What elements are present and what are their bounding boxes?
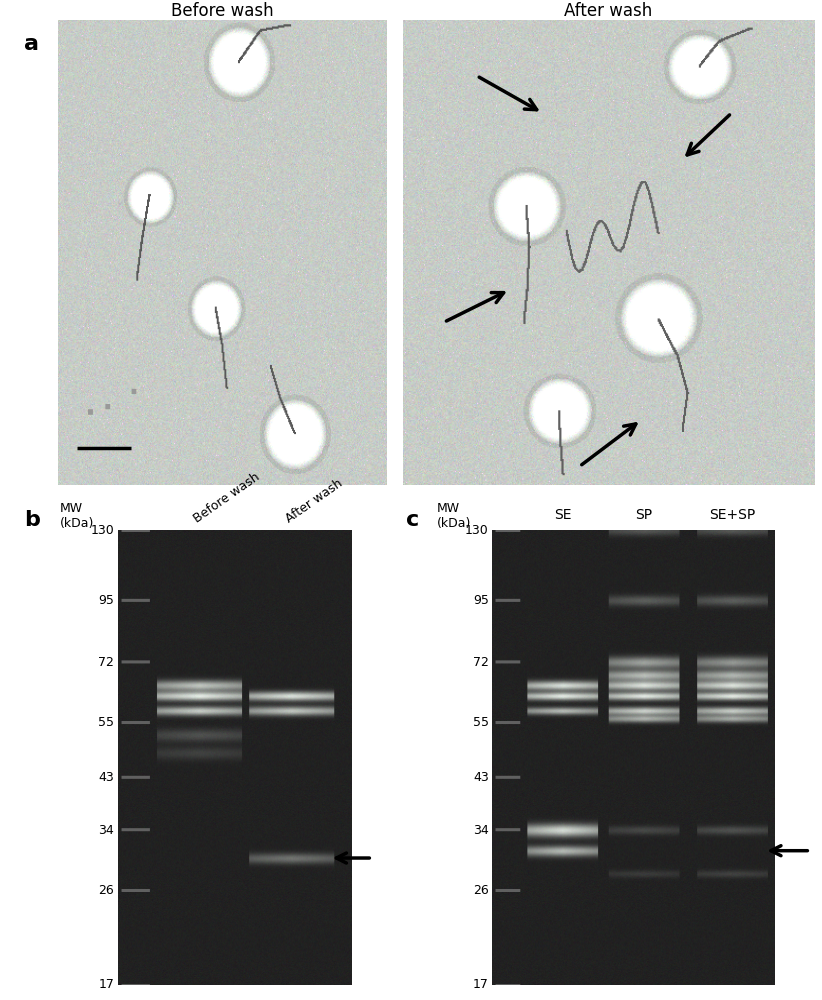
- Text: a: a: [24, 34, 39, 54]
- Title: Before wash: Before wash: [171, 2, 273, 20]
- Text: 72: 72: [99, 656, 114, 669]
- Text: 17: 17: [99, 978, 114, 991]
- Text: c: c: [406, 510, 419, 530]
- Text: 43: 43: [99, 771, 114, 784]
- Text: b: b: [24, 510, 39, 530]
- Text: 95: 95: [473, 594, 488, 607]
- Text: 26: 26: [99, 884, 114, 897]
- Text: 34: 34: [473, 824, 488, 837]
- Title: After wash: After wash: [564, 2, 653, 20]
- Text: SP: SP: [635, 508, 653, 522]
- Text: SE+SP: SE+SP: [709, 508, 755, 522]
- Text: 34: 34: [99, 824, 114, 837]
- Text: 55: 55: [98, 716, 114, 729]
- Text: 95: 95: [99, 594, 114, 607]
- Text: 17: 17: [473, 978, 488, 991]
- Text: SE: SE: [554, 508, 571, 522]
- Text: 43: 43: [473, 771, 488, 784]
- Text: After wash: After wash: [284, 477, 345, 525]
- Text: MW
(kDa): MW (kDa): [60, 502, 94, 530]
- Text: 26: 26: [473, 884, 488, 897]
- Text: MW
(kDa): MW (kDa): [437, 502, 472, 530]
- Text: 55: 55: [473, 716, 488, 729]
- Text: 72: 72: [473, 656, 488, 669]
- Text: 130: 130: [465, 524, 488, 537]
- Text: 130: 130: [90, 524, 114, 537]
- Text: Before wash: Before wash: [192, 470, 262, 525]
